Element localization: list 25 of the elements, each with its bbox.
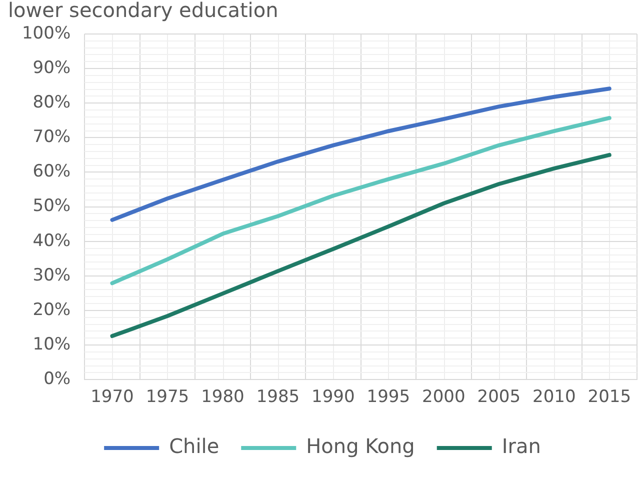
y-tick-label: 50% bbox=[32, 196, 71, 216]
x-tick-label: 1980 bbox=[201, 387, 244, 408]
y-tick-label: 40% bbox=[32, 230, 71, 251]
x-tick-label: 2005 bbox=[477, 387, 521, 408]
legend-label: Chile bbox=[169, 434, 220, 458]
y-tick-label: 0% bbox=[44, 369, 71, 390]
chart-title: lower secondary education bbox=[8, 0, 278, 22]
x-tick-label: 1995 bbox=[366, 387, 410, 408]
y-tick-label: 80% bbox=[32, 92, 71, 113]
x-tick-label: 2010 bbox=[532, 387, 576, 408]
y-tick-label: 100% bbox=[22, 23, 71, 44]
x-tick-label: 2015 bbox=[588, 387, 632, 408]
x-tick-label: 1985 bbox=[256, 387, 300, 408]
legend-label: Iran bbox=[502, 434, 541, 458]
x-tick-label: 1975 bbox=[146, 387, 190, 408]
y-tick-label: 60% bbox=[32, 162, 71, 182]
legend-label: Hong Kong bbox=[306, 434, 415, 458]
y-tick-label: 20% bbox=[32, 300, 71, 320]
y-tick-label: 70% bbox=[32, 127, 71, 148]
y-tick-label: 10% bbox=[32, 334, 71, 354]
y-tick-label: 90% bbox=[32, 58, 71, 78]
x-tick-label: 1990 bbox=[312, 387, 355, 408]
y-tick-label: 30% bbox=[32, 265, 71, 286]
x-tick-label: 1970 bbox=[90, 387, 134, 408]
x-tick-label: 2000 bbox=[422, 387, 466, 408]
